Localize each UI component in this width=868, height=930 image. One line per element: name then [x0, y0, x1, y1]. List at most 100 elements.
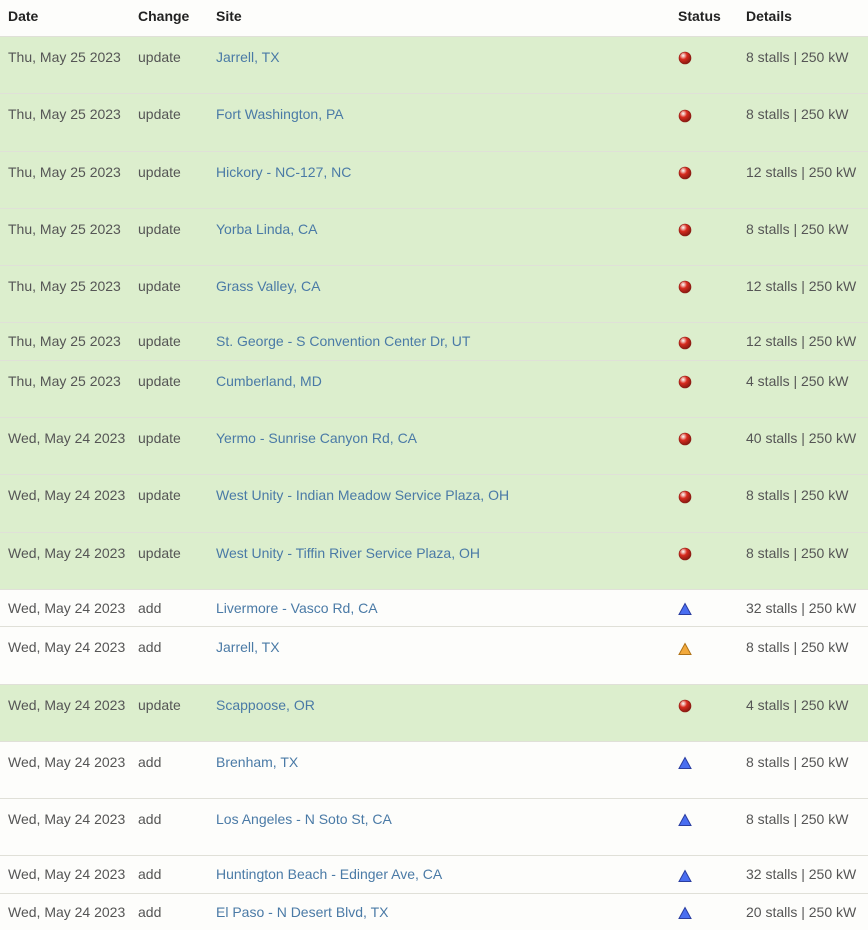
red-circle-icon	[678, 373, 692, 389]
red-circle-icon	[678, 430, 692, 446]
red-circle-icon	[678, 164, 692, 180]
site-link[interactable]: Jarrell, TX	[216, 49, 280, 65]
site-link[interactable]: Grass Valley, CA	[216, 278, 321, 294]
cell-details: 8 stalls | 250 kW	[738, 741, 868, 798]
table-row: Wed, May 24 2023 add Livermore - Vasco R…	[0, 589, 868, 626]
cell-date: Wed, May 24 2023	[0, 799, 130, 856]
red-circle-icon	[678, 106, 692, 122]
cell-change: update	[130, 360, 208, 417]
blue-triangle-icon	[678, 754, 692, 770]
site-link[interactable]: Hickory - NC-127, NC	[216, 164, 351, 180]
site-link[interactable]: Los Angeles - N Soto St, CA	[216, 811, 392, 827]
cell-details: 8 stalls | 250 kW	[738, 799, 868, 856]
site-link[interactable]: Huntington Beach - Edinger Ave, CA	[216, 866, 442, 882]
cell-change: add	[130, 893, 208, 930]
cell-date: Thu, May 25 2023	[0, 37, 130, 94]
col-header-details[interactable]: Details	[738, 0, 868, 37]
cell-change: update	[130, 37, 208, 94]
cell-date: Thu, May 25 2023	[0, 94, 130, 151]
cell-details: 12 stalls | 250 kW	[738, 151, 868, 208]
table-row: Wed, May 24 2023 add El Paso - N Desert …	[0, 893, 868, 930]
cell-change: update	[130, 475, 208, 532]
red-circle-icon	[678, 545, 692, 561]
site-link[interactable]: Cumberland, MD	[216, 373, 322, 389]
cell-change: add	[130, 741, 208, 798]
blue-triangle-icon	[678, 600, 692, 616]
site-link[interactable]: Yermo - Sunrise Canyon Rd, CA	[216, 430, 417, 446]
cell-details: 8 stalls | 250 kW	[738, 475, 868, 532]
cell-details: 20 stalls | 250 kW	[738, 893, 868, 930]
cell-change: update	[130, 266, 208, 323]
cell-details: 12 stalls | 250 kW	[738, 323, 868, 360]
site-link[interactable]: Scappoose, OR	[216, 697, 315, 713]
cell-details: 8 stalls | 250 kW	[738, 37, 868, 94]
blue-triangle-icon	[678, 904, 692, 920]
blue-triangle-icon	[678, 811, 692, 827]
col-header-date[interactable]: Date	[0, 0, 130, 37]
red-circle-icon	[678, 487, 692, 503]
col-header-change[interactable]: Change	[130, 0, 208, 37]
cell-date: Thu, May 25 2023	[0, 360, 130, 417]
cell-details: 32 stalls | 250 kW	[738, 589, 868, 626]
table-row: Wed, May 24 2023 update West Unity - Ind…	[0, 475, 868, 532]
table-row: Wed, May 24 2023 add Los Angeles - N Sot…	[0, 799, 868, 856]
cell-change: update	[130, 94, 208, 151]
table-body: Thu, May 25 2023 update Jarrell, TX 8 st…	[0, 37, 868, 930]
cell-date: Wed, May 24 2023	[0, 856, 130, 893]
cell-date: Thu, May 25 2023	[0, 208, 130, 265]
cell-date: Wed, May 24 2023	[0, 893, 130, 930]
site-link[interactable]: West Unity - Indian Meadow Service Plaza…	[216, 487, 509, 503]
red-circle-icon	[678, 278, 692, 294]
site-link[interactable]: Jarrell, TX	[216, 639, 280, 655]
blue-triangle-icon	[678, 866, 692, 882]
red-circle-icon	[678, 697, 692, 713]
col-header-status[interactable]: Status	[670, 0, 738, 37]
cell-date: Wed, May 24 2023	[0, 589, 130, 626]
cell-date: Thu, May 25 2023	[0, 266, 130, 323]
site-link[interactable]: Livermore - Vasco Rd, CA	[216, 600, 378, 616]
site-link[interactable]: West Unity - Tiffin River Service Plaza,…	[216, 545, 480, 561]
site-link[interactable]: El Paso - N Desert Blvd, TX	[216, 904, 388, 920]
orange-triangle-icon	[678, 639, 692, 655]
cell-details: 8 stalls | 250 kW	[738, 532, 868, 589]
changes-table: Date Change Site Status Details Thu, May…	[0, 0, 868, 930]
table-row: Thu, May 25 2023 update St. George - S C…	[0, 323, 868, 360]
cell-change: update	[130, 418, 208, 475]
table-row: Thu, May 25 2023 update Yorba Linda, CA …	[0, 208, 868, 265]
table-row: Wed, May 24 2023 add Brenham, TX 8 stall…	[0, 741, 868, 798]
cell-details: 12 stalls | 250 kW	[738, 266, 868, 323]
table-row: Wed, May 24 2023 update Yermo - Sunrise …	[0, 418, 868, 475]
cell-change: update	[130, 684, 208, 741]
cell-date: Thu, May 25 2023	[0, 151, 130, 208]
cell-change: add	[130, 627, 208, 684]
table-row: Wed, May 24 2023 update West Unity - Tif…	[0, 532, 868, 589]
table-row: Thu, May 25 2023 update Hickory - NC-127…	[0, 151, 868, 208]
cell-date: Wed, May 24 2023	[0, 684, 130, 741]
cell-details: 40 stalls | 250 kW	[738, 418, 868, 475]
table-row: Wed, May 24 2023 add Huntington Beach - …	[0, 856, 868, 893]
cell-date: Wed, May 24 2023	[0, 532, 130, 589]
cell-change: update	[130, 151, 208, 208]
cell-date: Wed, May 24 2023	[0, 741, 130, 798]
cell-change: add	[130, 856, 208, 893]
cell-date: Wed, May 24 2023	[0, 418, 130, 475]
cell-change: add	[130, 589, 208, 626]
cell-date: Thu, May 25 2023	[0, 323, 130, 360]
table-row: Thu, May 25 2023 update Cumberland, MD 4…	[0, 360, 868, 417]
cell-date: Wed, May 24 2023	[0, 475, 130, 532]
cell-details: 4 stalls | 250 kW	[738, 684, 868, 741]
cell-details: 4 stalls | 250 kW	[738, 360, 868, 417]
cell-change: update	[130, 532, 208, 589]
col-header-site[interactable]: Site	[208, 0, 670, 37]
table-header: Date Change Site Status Details	[0, 0, 868, 37]
red-circle-icon	[678, 221, 692, 237]
site-link[interactable]: St. George - S Convention Center Dr, UT	[216, 333, 470, 349]
cell-change: update	[130, 323, 208, 360]
cell-details: 8 stalls | 250 kW	[738, 208, 868, 265]
cell-details: 8 stalls | 250 kW	[738, 94, 868, 151]
site-link[interactable]: Fort Washington, PA	[216, 106, 344, 122]
table-row: Wed, May 24 2023 add Jarrell, TX 8 stall…	[0, 627, 868, 684]
site-link[interactable]: Brenham, TX	[216, 754, 298, 770]
table-row: Thu, May 25 2023 update Fort Washington,…	[0, 94, 868, 151]
site-link[interactable]: Yorba Linda, CA	[216, 221, 317, 237]
